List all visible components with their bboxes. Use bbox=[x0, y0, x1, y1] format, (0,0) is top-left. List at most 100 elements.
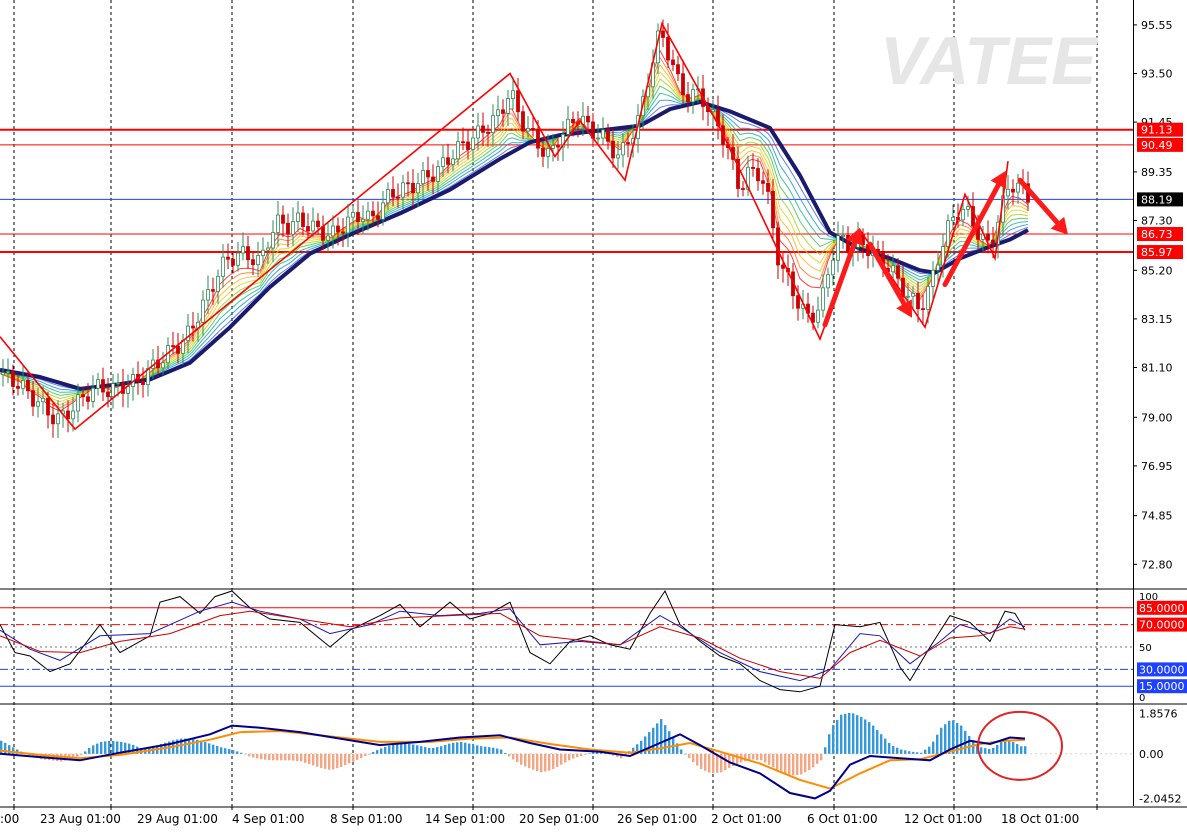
macd-histogram-bar bbox=[1012, 741, 1015, 754]
candle-body bbox=[891, 265, 895, 273]
macd-histogram-bar bbox=[316, 753, 319, 767]
candle-body bbox=[906, 295, 910, 298]
macd-histogram-bar bbox=[128, 743, 131, 754]
stochastic-level-label: 70.0000 bbox=[1139, 619, 1185, 632]
ribbon-line bbox=[0, 99, 1029, 392]
candle-body bbox=[756, 168, 760, 182]
zigzag bbox=[0, 21, 1009, 431]
ribbon-line bbox=[0, 78, 1029, 400]
stochastic-tick-label: 0 bbox=[1139, 693, 1145, 704]
watermark: VATEE bbox=[880, 23, 1099, 99]
ribbon-line bbox=[0, 63, 1029, 406]
macd-histogram-bar bbox=[208, 743, 211, 754]
candle-body bbox=[401, 182, 405, 198]
y-tick-label: 93.50 bbox=[1141, 68, 1173, 81]
macd-histogram-bar bbox=[912, 751, 915, 754]
macd-histogram-bar bbox=[960, 725, 963, 754]
level-price-tag bbox=[1137, 245, 1183, 260]
x-tick-label: 18 Oct 01:00 bbox=[1001, 812, 1079, 826]
macd-histogram-bar bbox=[840, 714, 843, 754]
candle-body bbox=[771, 191, 775, 229]
candle-body bbox=[796, 295, 800, 309]
candle-body bbox=[436, 166, 440, 182]
candle-body bbox=[161, 362, 165, 369]
stochastic-level-tag bbox=[1137, 600, 1187, 615]
candle-body bbox=[271, 232, 275, 249]
macd-histogram-bar bbox=[680, 749, 683, 754]
candle-body bbox=[531, 128, 535, 130]
candle-body bbox=[1011, 188, 1015, 193]
macd-histogram-bar bbox=[88, 747, 91, 754]
candle-body bbox=[221, 256, 225, 277]
candle-body bbox=[516, 90, 520, 113]
macd-histogram-bar bbox=[480, 746, 483, 754]
macd-histogram-bar bbox=[124, 742, 127, 754]
macd-histogram-bar bbox=[312, 753, 315, 766]
candle-body bbox=[376, 215, 380, 220]
macd-histogram-bar bbox=[648, 732, 651, 754]
candle-body bbox=[571, 118, 575, 124]
macd-histogram-bar bbox=[276, 753, 279, 761]
macd-histogram-bar bbox=[272, 753, 275, 761]
candle-body bbox=[51, 414, 55, 425]
macd-histogram-bar bbox=[844, 713, 847, 754]
macd-histogram-bar bbox=[200, 740, 203, 754]
y-tick-label: 72.80 bbox=[1141, 558, 1173, 571]
macd-histogram-bar bbox=[548, 753, 551, 771]
macd-histogram-bar bbox=[812, 753, 815, 768]
candle-body bbox=[246, 246, 250, 261]
candle-body bbox=[926, 286, 930, 310]
macd-histogram-bar bbox=[884, 738, 887, 754]
candle-body bbox=[951, 216, 955, 222]
candle-body bbox=[26, 380, 30, 392]
candle-body bbox=[311, 220, 315, 232]
macd-histogram-bar bbox=[996, 744, 999, 754]
candle-body bbox=[661, 30, 665, 38]
candle-body bbox=[91, 387, 95, 402]
macd-histogram-bar bbox=[676, 743, 679, 754]
slow-moving-average bbox=[0, 100, 1029, 391]
candle-body bbox=[66, 410, 70, 420]
y-axis: 95.5593.5091.4589.3587.3085.2083.1581.10… bbox=[1133, 19, 1187, 805]
candle-body bbox=[291, 221, 295, 235]
candle-body bbox=[446, 157, 450, 165]
macd-histogram-bar bbox=[452, 742, 455, 754]
macd-histogram-bar bbox=[304, 753, 307, 763]
candle-body bbox=[191, 325, 195, 329]
macd-histogram-bar bbox=[524, 753, 527, 767]
macd-histogram-bar bbox=[532, 753, 535, 770]
macd-histogram-bar bbox=[1024, 746, 1027, 754]
candle-body bbox=[236, 252, 240, 266]
macd-histogram-bar bbox=[344, 753, 347, 766]
macd-histogram-bar bbox=[228, 749, 231, 754]
candle-body bbox=[606, 129, 610, 142]
macd-histogram-bar bbox=[732, 753, 735, 766]
macd-histogram-bar bbox=[592, 752, 595, 754]
ribbon-line bbox=[0, 49, 1029, 412]
macd-histogram-bar bbox=[828, 734, 831, 754]
candle-body bbox=[831, 259, 835, 276]
macd-histogram-bar bbox=[832, 725, 835, 754]
macd-histogram-bar bbox=[916, 752, 919, 754]
candle-body bbox=[421, 170, 425, 185]
macd-histogram-bar bbox=[440, 746, 443, 754]
ribbon-line bbox=[0, 85, 1029, 396]
macd-histogram-bar bbox=[4, 742, 7, 754]
candle-body bbox=[616, 154, 620, 159]
macd-histogram-bar bbox=[496, 748, 499, 754]
candle-body bbox=[686, 94, 690, 103]
macd-histogram-bar bbox=[256, 753, 259, 759]
stochastic-level-label: 15.0000 bbox=[1139, 680, 1185, 693]
macd-histogram-bar bbox=[188, 738, 191, 754]
candle-body bbox=[366, 210, 370, 220]
macd-histogram-bar bbox=[820, 753, 823, 761]
macd-tick-label: 0.00 bbox=[1139, 748, 1164, 761]
stochastic-level-tag bbox=[1137, 662, 1187, 677]
ribbon-line bbox=[0, 92, 1029, 393]
candle-body bbox=[736, 159, 740, 189]
x-tick-label: 8 Sep 01:00 bbox=[330, 812, 402, 826]
macd-histogram-bar bbox=[576, 753, 579, 758]
level-price-tag bbox=[1137, 192, 1183, 207]
x-tick-label: 6 Oct 01:00 bbox=[807, 812, 878, 826]
